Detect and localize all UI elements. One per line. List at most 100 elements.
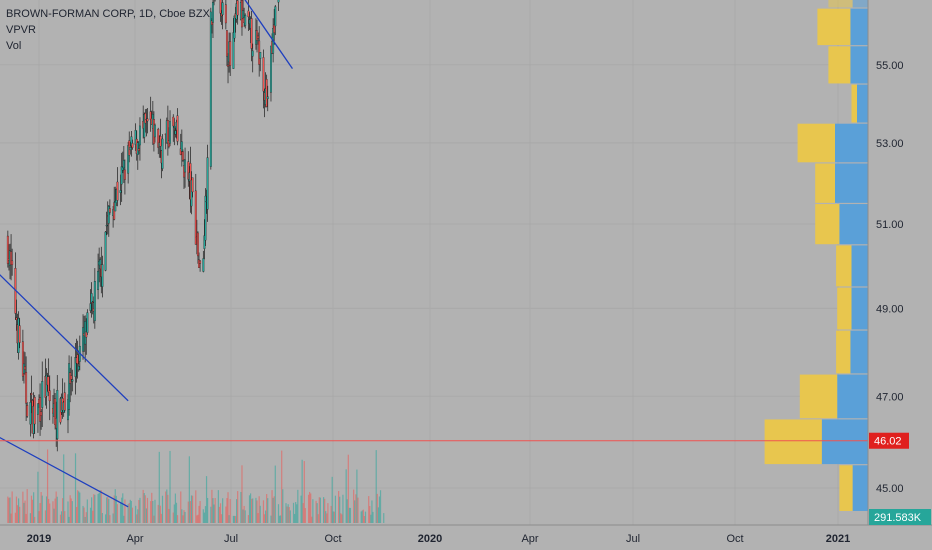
volume-bar bbox=[25, 513, 27, 523]
volume-badge-label: 291.583K bbox=[874, 512, 922, 524]
volume-bar bbox=[377, 507, 379, 523]
profile-bar-up bbox=[821, 419, 868, 465]
volume-bar bbox=[123, 515, 125, 523]
volume-bar bbox=[74, 453, 77, 523]
profile-bar-up bbox=[835, 163, 868, 203]
volume-bar bbox=[270, 515, 272, 523]
volume-bar bbox=[29, 513, 32, 523]
candle-body bbox=[139, 125, 141, 146]
volume-bar bbox=[334, 495, 337, 523]
time-tick-label: Jul bbox=[224, 533, 238, 545]
volume-bar bbox=[122, 493, 124, 523]
candle-body bbox=[202, 258, 205, 272]
indicator-vpvr[interactable]: VPVR bbox=[6, 24, 36, 36]
candle-body bbox=[91, 301, 94, 303]
candle-body bbox=[30, 393, 33, 395]
volume-bar bbox=[267, 498, 269, 523]
candle-body bbox=[107, 206, 110, 224]
volume-bar bbox=[82, 505, 84, 523]
profile-bar-up bbox=[850, 46, 868, 84]
volume-bar bbox=[109, 515, 111, 523]
volume-bar bbox=[225, 506, 227, 523]
volume-bar bbox=[273, 496, 275, 523]
volume-bar bbox=[220, 514, 223, 523]
volume-bar bbox=[368, 496, 370, 523]
volume-bar bbox=[265, 510, 267, 523]
profile-bar-up bbox=[851, 245, 868, 287]
volume-bar bbox=[204, 506, 207, 523]
time-tick-label: Apr bbox=[521, 533, 538, 545]
volume-bar bbox=[340, 513, 342, 523]
candle-body bbox=[174, 130, 177, 135]
volume-bar bbox=[101, 513, 103, 523]
volume-bar bbox=[176, 515, 179, 523]
volume-bar bbox=[256, 500, 258, 523]
volume-bar bbox=[271, 490, 273, 523]
volume-bar bbox=[69, 495, 71, 523]
volume-bar bbox=[376, 493, 378, 523]
trendline[interactable] bbox=[0, 249, 129, 402]
volume-bar bbox=[19, 506, 21, 523]
profile-bar-down bbox=[817, 8, 851, 46]
price-tick-label: 47.00 bbox=[876, 391, 904, 403]
time-axis-ticks: 2019 Apr Jul Oct 2020 Apr Jul Oct 2021 bbox=[27, 533, 850, 545]
candle-body bbox=[105, 225, 108, 227]
volume-bar bbox=[191, 495, 194, 523]
volume-bar bbox=[37, 471, 39, 523]
candle-body bbox=[36, 403, 39, 415]
time-axis[interactable] bbox=[0, 525, 932, 550]
candle-body bbox=[48, 390, 51, 402]
volume-bar bbox=[48, 498, 50, 523]
candle-body bbox=[219, 0, 222, 14]
volume-bar bbox=[40, 491, 42, 523]
volume-bar bbox=[78, 491, 80, 523]
candle-body bbox=[256, 30, 258, 41]
volume-bar bbox=[274, 465, 276, 523]
candle-body bbox=[176, 115, 179, 142]
volume-bar bbox=[39, 503, 41, 523]
volume-bar bbox=[33, 492, 35, 523]
volume-bar bbox=[296, 504, 298, 523]
volume-bar bbox=[353, 489, 355, 523]
volume-bar bbox=[115, 495, 117, 523]
candle-body bbox=[266, 96, 269, 99]
symbol-title[interactable]: BROWN-FORMAN CORP, 1D, Cboe BZX bbox=[6, 8, 210, 20]
volume-bar bbox=[301, 459, 303, 523]
volume-bar bbox=[152, 501, 154, 523]
trendline[interactable] bbox=[215, 0, 293, 69]
volume-bar bbox=[38, 511, 40, 523]
volume-bar bbox=[53, 508, 55, 523]
profile-bar-up bbox=[850, 330, 868, 374]
volume-bar bbox=[199, 500, 201, 523]
indicator-volume[interactable]: Vol bbox=[6, 40, 22, 52]
volume-bar bbox=[70, 498, 72, 523]
volume-bar bbox=[242, 509, 244, 523]
candle-body bbox=[194, 190, 197, 245]
candle-body bbox=[129, 147, 132, 151]
volume-bar bbox=[356, 469, 358, 523]
volume-badge bbox=[869, 509, 931, 525]
volume-bar bbox=[154, 499, 156, 523]
volume-bar bbox=[23, 502, 25, 523]
volume-bar bbox=[266, 494, 268, 523]
candle-body bbox=[33, 397, 36, 425]
volume-bar bbox=[312, 499, 314, 523]
volume-bar bbox=[92, 510, 94, 523]
volume-bar bbox=[197, 514, 199, 523]
volume-profile bbox=[764, 0, 868, 511]
time-tick-label: 2021 bbox=[826, 533, 850, 545]
volume-bar bbox=[79, 492, 81, 523]
price-axis[interactable] bbox=[868, 0, 932, 550]
volume-bar bbox=[371, 500, 373, 523]
volume-bar bbox=[310, 493, 312, 523]
trendline[interactable] bbox=[0, 423, 129, 508]
volume-bar bbox=[330, 505, 332, 523]
drawn-lines[interactable] bbox=[0, 0, 868, 508]
volume-bar bbox=[145, 508, 147, 523]
volume-bar bbox=[233, 515, 236, 523]
volume-bar bbox=[342, 494, 344, 523]
volume-bar bbox=[150, 501, 152, 523]
volume-bar bbox=[232, 515, 234, 523]
